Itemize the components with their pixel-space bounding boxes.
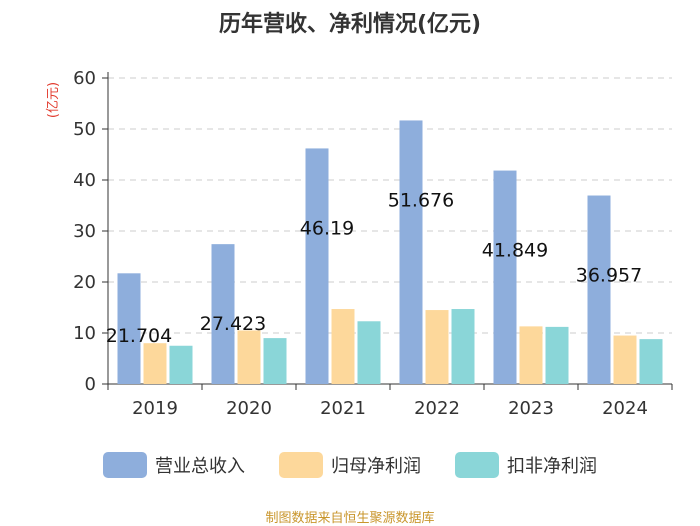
bar-营业总收入-2023 bbox=[493, 170, 517, 384]
bar-营业总收入-2022 bbox=[399, 120, 423, 385]
data-label: 46.19 bbox=[300, 217, 354, 239]
y-tick-label: 20 bbox=[73, 272, 96, 293]
y-tick-label: 30 bbox=[73, 221, 96, 242]
bar-归母净利润-2021 bbox=[331, 309, 355, 384]
y-tick-label: 0 bbox=[85, 374, 96, 395]
bar-归母净利润-2020 bbox=[237, 330, 261, 384]
bar-扣非净利润-2021 bbox=[357, 321, 381, 384]
bar-归母净利润-2024 bbox=[613, 335, 637, 384]
x-tick-label: 2021 bbox=[320, 398, 366, 419]
legend: 营业总收入 归母净利润 扣非净利润 bbox=[0, 452, 700, 478]
legend-item-net-profit[interactable]: 归母净利润 bbox=[279, 452, 421, 478]
legend-swatch-revenue bbox=[103, 452, 147, 478]
legend-item-revenue[interactable]: 营业总收入 bbox=[103, 452, 245, 478]
legend-label-revenue: 营业总收入 bbox=[155, 456, 245, 477]
y-tick-label: 10 bbox=[73, 323, 96, 344]
bar-营业总收入-2020 bbox=[211, 244, 235, 384]
bar-营业总收入-2024 bbox=[587, 195, 611, 384]
y-tick-label: 60 bbox=[73, 68, 96, 89]
y-tick-label: 50 bbox=[73, 119, 96, 140]
bar-扣非净利润-2020 bbox=[263, 338, 287, 384]
source-note: 制图数据来自恒生聚源数据库 bbox=[265, 511, 435, 526]
legend-swatch-net-profit bbox=[279, 452, 323, 478]
data-label: 41.849 bbox=[482, 240, 548, 262]
x-tick-label: 2022 bbox=[414, 398, 460, 419]
data-label: 27.423 bbox=[200, 313, 266, 335]
bar-扣非净利润-2023 bbox=[545, 326, 569, 384]
data-label: 36.957 bbox=[576, 265, 642, 287]
bar-归母净利润-2019 bbox=[143, 343, 167, 384]
x-tick-label: 2019 bbox=[132, 398, 178, 419]
chart-title: 历年营收、净利情况(亿元) bbox=[218, 12, 482, 37]
legend-swatch-deducted-net-profit bbox=[455, 452, 499, 478]
y-tick-label: 40 bbox=[73, 170, 96, 191]
data-label: 51.676 bbox=[388, 189, 454, 211]
bar-归母净利润-2023 bbox=[519, 326, 543, 384]
bar-归母净利润-2022 bbox=[425, 310, 449, 384]
legend-label-deducted-net-profit: 扣非净利润 bbox=[507, 456, 597, 477]
x-tick-label: 2023 bbox=[508, 398, 554, 419]
bar-扣非净利润-2019 bbox=[169, 345, 193, 384]
bar-扣非净利润-2024 bbox=[639, 339, 663, 384]
x-tick-label: 2024 bbox=[602, 398, 648, 419]
bar-扣非净利润-2022 bbox=[451, 309, 475, 384]
y-axis-unit-label: (亿元) bbox=[46, 82, 61, 118]
legend-label-net-profit: 归母净利润 bbox=[331, 456, 421, 477]
data-label: 21.704 bbox=[106, 325, 172, 347]
bar-营业总收入-2021 bbox=[305, 148, 329, 384]
legend-item-deducted-net-profit[interactable]: 扣非净利润 bbox=[455, 452, 597, 478]
bar-营业总收入-2019 bbox=[117, 273, 141, 384]
x-tick-label: 2020 bbox=[226, 398, 272, 419]
